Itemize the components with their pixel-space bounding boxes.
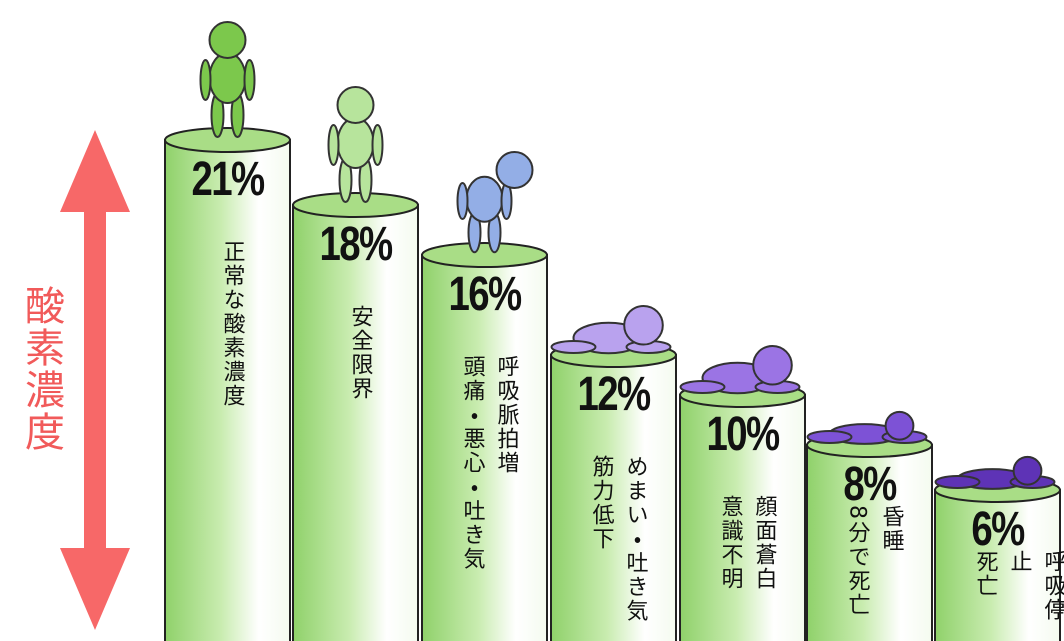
figure-arm	[936, 476, 980, 488]
description-line: 頭痛・悪心・吐き気	[455, 355, 489, 571]
description-line: 呼吸脈拍増	[489, 355, 523, 571]
figure-arm	[458, 183, 468, 219]
figure-body	[338, 118, 374, 168]
figure	[936, 457, 1055, 489]
description: めまい・吐き気筋力低下	[584, 455, 652, 623]
figure-arm	[681, 381, 725, 393]
figure-arm	[808, 431, 852, 443]
figure-arm	[552, 341, 596, 353]
cylinder-top	[165, 128, 290, 152]
description-line: 死亡	[968, 550, 1002, 631]
description-line: めまい・吐き気	[618, 455, 652, 623]
figure-arm	[373, 125, 383, 165]
percent-label: 8%	[812, 457, 928, 512]
description-line: 安全限界	[343, 305, 377, 401]
description: 正常な酸素濃度	[215, 240, 249, 408]
description-line: 昏睡	[874, 505, 908, 617]
double-arrow	[60, 130, 130, 630]
figure-body	[467, 177, 503, 222]
percent-label: 6%	[940, 502, 1056, 557]
figure	[552, 306, 671, 353]
description: 顔面蒼白意識不明	[713, 495, 781, 591]
description-line: 呼吸停止	[1002, 550, 1064, 631]
description-line: 筋力低下	[584, 455, 618, 623]
infographic: 酸素濃度 21% 正常な酸素濃度 18% 安全限界 16% 呼吸脈拍増頭痛・悪心・吐き気 1…	[0, 0, 1064, 641]
figure-head	[338, 87, 374, 123]
cylinder-top	[422, 243, 547, 267]
percent-label: 21%	[170, 152, 286, 207]
figure	[458, 152, 533, 252]
figure-head	[753, 346, 792, 385]
percent-label: 16%	[427, 267, 543, 322]
description-line: 8分で死亡	[840, 505, 874, 617]
figure-arm	[201, 60, 211, 100]
percent-label: 10%	[685, 407, 801, 462]
figure-head	[497, 152, 533, 188]
figure-head	[624, 306, 663, 345]
figure-arm	[329, 125, 339, 165]
figure	[201, 22, 255, 137]
axis-label: 酸素濃度	[12, 285, 70, 453]
figure-head	[886, 412, 914, 440]
description: 安全限界	[343, 305, 377, 401]
description-line: 意識不明	[713, 495, 747, 591]
figure-head	[1014, 457, 1042, 485]
description: 呼吸脈拍増頭痛・悪心・吐き気	[455, 355, 523, 571]
figure	[808, 412, 927, 444]
figure-body	[210, 53, 246, 103]
percent-label: 18%	[298, 217, 414, 272]
cylinder-top	[293, 193, 418, 217]
figure	[329, 87, 383, 202]
percent-label: 12%	[556, 367, 672, 422]
description-line: 正常な酸素濃度	[215, 240, 249, 408]
figure	[681, 346, 800, 393]
figure-head	[210, 22, 246, 58]
description-line: 顔面蒼白	[747, 495, 781, 591]
figure-arm	[245, 60, 255, 100]
description: 呼吸停止死亡	[968, 550, 1064, 631]
